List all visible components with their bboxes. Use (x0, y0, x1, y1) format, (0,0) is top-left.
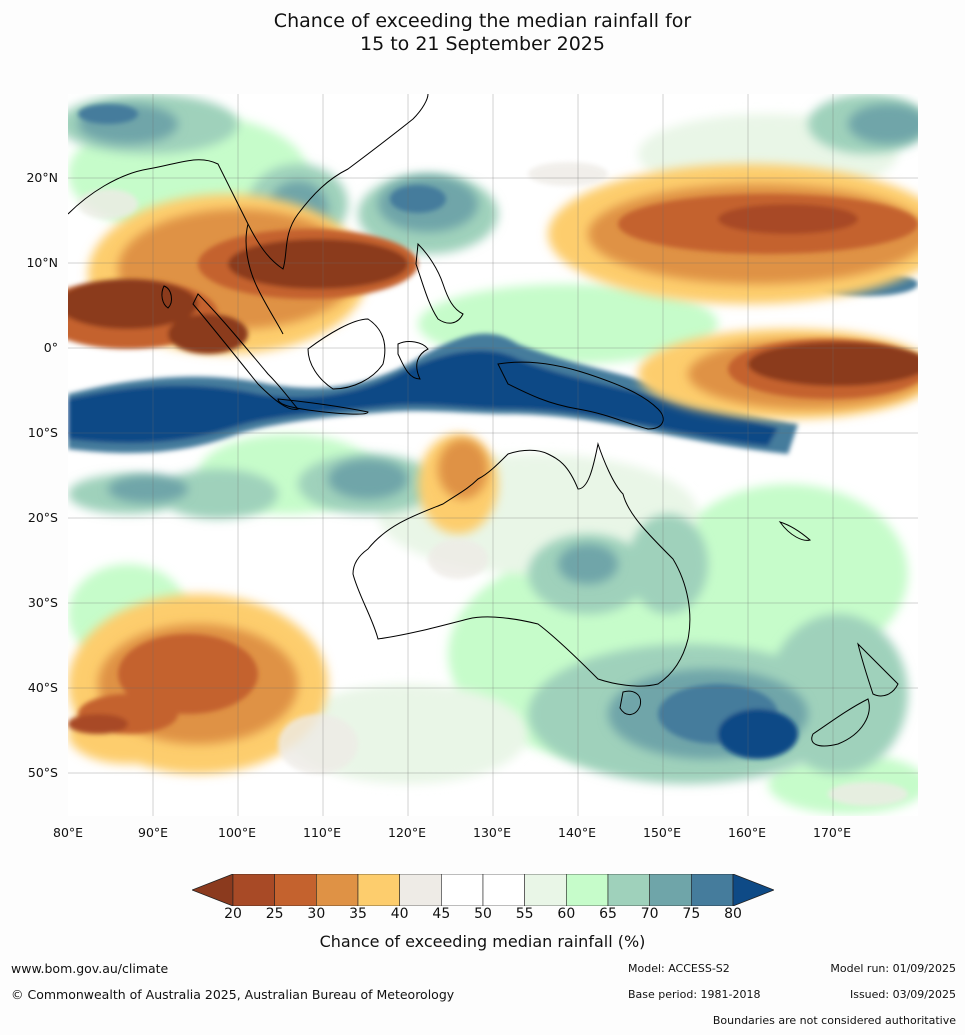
australia-coast (352, 442, 691, 687)
lon-label-120e: 120°E (388, 825, 427, 840)
colorbar-tick-label: 30 (307, 906, 326, 922)
lon-label-160e: 160°E (728, 825, 767, 840)
colorbar-bin (482, 873, 525, 907)
malay-peninsula-coast (245, 223, 284, 335)
lat-label-20s: 20°S (27, 510, 58, 525)
colorbar-tick-label: 60 (557, 906, 576, 922)
copyright-text: © Commonwealth of Australia 2025, Austra… (11, 987, 455, 1002)
colorbar-bin (607, 873, 650, 907)
colorbar-bin (441, 873, 484, 907)
base-period: Base period: 1981-2018 (628, 988, 761, 1001)
colorbar-bin (274, 873, 317, 907)
philippines-coast (415, 242, 464, 324)
colorbar-tick-label: 70 (640, 906, 659, 922)
new-zealand-north (857, 642, 899, 697)
lon-label-80e: 80°E (53, 825, 84, 840)
colorbar-ticks: 20 25 30 35 40 45 50 55 60 65 70 75 80 (0, 906, 965, 926)
tasmania-coast (619, 690, 642, 715)
sumatra-coast (192, 293, 299, 410)
lat-label-equator: 0° (43, 340, 58, 355)
colorbar-tick-label: 40 (390, 906, 409, 922)
colorbar (190, 873, 776, 907)
colorbar-tick-label: 80 (724, 906, 742, 922)
tropical-wet-band (68, 333, 798, 454)
colorbar-tick-label: 25 (265, 906, 284, 922)
lon-label-110e: 110°E (303, 825, 342, 840)
boundaries-note: Boundaries are not considered authoritat… (712, 1014, 956, 1027)
lat-label-50s: 50°S (27, 765, 58, 780)
website-link[interactable]: www.bom.gov.au/climate (11, 961, 169, 976)
title-line-1: Chance of exceeding the median rainfall … (273, 10, 692, 32)
java-coast (277, 398, 369, 415)
model-run-date: Model run: 01/09/2025 (830, 962, 956, 975)
lat-label-10n: 10°N (26, 255, 58, 270)
colorbar-below-arrow (190, 873, 234, 907)
rainfall-map-canvas (68, 94, 918, 816)
new-zealand-south (811, 698, 870, 747)
new-caledonia-coast (778, 521, 812, 541)
model-name: Model: ACCESS-S2 (628, 962, 730, 975)
colorbar-bin (399, 873, 442, 907)
neutral-zones (78, 162, 908, 806)
colorbar-bar (190, 873, 776, 907)
lon-label-130e: 130°E (473, 825, 512, 840)
colorbar-bin (357, 873, 400, 907)
lon-label-170e: 170°E (813, 825, 852, 840)
colorbar-bin (316, 873, 359, 907)
colorbar-tick-label: 20 (224, 906, 242, 922)
lat-label-30s: 30°S (27, 595, 58, 610)
borneo-coast (307, 318, 386, 390)
colorbar-tick-label: 75 (682, 906, 701, 922)
colorbar-tick-label: 55 (515, 906, 534, 922)
lat-label-10s: 10°S (27, 425, 58, 440)
lon-label-100e: 100°E (218, 825, 257, 840)
lon-label-150e: 150°E (643, 825, 682, 840)
colorbar-bin (524, 873, 567, 907)
issued-date: Issued: 03/09/2025 (849, 988, 956, 1001)
graticule (68, 94, 918, 816)
lon-label-140e: 140°E (558, 825, 597, 840)
colorbar-bin (566, 873, 609, 907)
mainland-asia-coast (68, 94, 429, 270)
rainfall-map[interactable] (68, 94, 918, 816)
map-title: Chance of exceeding the median rainfall … (0, 10, 965, 56)
sri-lanka-coast (161, 285, 172, 309)
coastlines (68, 94, 899, 747)
lat-label-20n: 20°N (26, 170, 58, 185)
new-guinea-coast (497, 361, 664, 430)
lon-label-90e: 90°E (138, 825, 169, 840)
colorbar-label: Chance of exceeding median rainfall (%) (319, 932, 646, 951)
colorbar-tick-label: 65 (599, 906, 617, 922)
sulawesi-coast (397, 341, 429, 380)
colorbar-bin (691, 873, 734, 907)
colorbar-tick-label: 50 (474, 906, 492, 922)
colorbar-above-arrow (732, 873, 776, 907)
lat-label-40s: 40°S (27, 680, 58, 695)
colorbar-bin (232, 873, 275, 907)
colorbar-tick-label: 35 (349, 906, 367, 922)
colorbar-bin (649, 873, 692, 907)
colorbar-tick-label: 45 (432, 906, 451, 922)
title-line-2: 15 to 21 September 2025 (360, 33, 605, 55)
